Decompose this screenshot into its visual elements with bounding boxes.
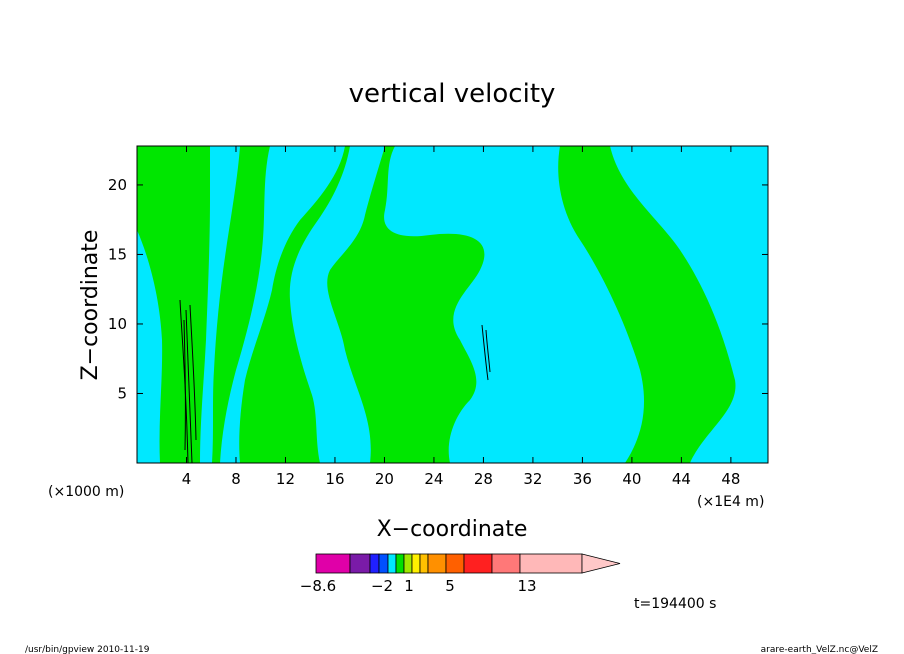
- y-tick-label: 15: [108, 245, 127, 263]
- colorbar-label: −8.6: [300, 577, 336, 595]
- contour-line: [185, 309, 193, 463]
- colorbar-swatch: [349, 553, 371, 574]
- y-tick-label: 5: [117, 384, 127, 402]
- cyan-region-left: [220, 146, 345, 463]
- contour-line: [179, 299, 189, 463]
- colorbar-swatch: [387, 553, 397, 574]
- colorbar-swatch: [519, 553, 583, 574]
- plot-frame: [136, 145, 769, 464]
- cyan-regions: [137, 146, 768, 463]
- y-axis-label: Z−coordinate: [78, 230, 103, 381]
- contour-lines: [179, 299, 491, 463]
- colorbar-label: 1: [404, 577, 414, 595]
- x-tick-label: 32: [523, 470, 542, 488]
- colorbar-label: 13: [517, 577, 536, 595]
- x-unit-note: (×1E4 m): [697, 494, 764, 510]
- x-tick-label: 20: [375, 470, 394, 488]
- colorbar-swatch: [369, 553, 380, 574]
- colorbar-swatch: [378, 553, 389, 574]
- x-axis-label: X−coordinate: [377, 517, 528, 542]
- x-tick-label: 4: [182, 470, 192, 488]
- cyan-region-center-left: [289, 146, 385, 463]
- contour-line: [183, 319, 186, 451]
- cyan-region-hill: [515, 305, 565, 404]
- contour-line: [189, 304, 197, 441]
- colorbar-swatch: [445, 553, 465, 574]
- x-tick-label: 8: [231, 470, 241, 488]
- colorbar-swatch: [491, 553, 521, 574]
- cyan-region-center: [384, 146, 645, 463]
- x-axis: 4 8 12 16 20 24 28 32 36 40 44 48: [182, 146, 740, 488]
- colorbar-arrow: [581, 553, 621, 574]
- x-tick-label: 40: [622, 470, 641, 488]
- colorbar-label: 5: [445, 577, 455, 595]
- contour-line: [485, 329, 491, 373]
- time-label: t=194400 s: [634, 596, 716, 612]
- colorbar-labels: −8.6 −2 1 5 13: [300, 577, 537, 595]
- colorbar-label: −2: [371, 577, 393, 595]
- y-unit-note: (×1000 m): [48, 484, 124, 500]
- colorbar-swatch: [395, 553, 405, 574]
- x-tick-label: 48: [721, 470, 740, 488]
- cyan-region-right: [610, 146, 768, 463]
- colorbar-swatch: [315, 553, 351, 574]
- chart-title: vertical velocity: [349, 79, 556, 109]
- y-axis: 5 10 15 20: [108, 176, 768, 402]
- x-tick-label: 12: [276, 470, 295, 488]
- colorbar-swatch: [403, 553, 413, 574]
- contour-line: [481, 324, 489, 381]
- cyan-region-far-left: [137, 230, 163, 463]
- footer-right: arare-earth_VelZ.nc@VelZ: [761, 645, 878, 654]
- x-tick-label: 16: [325, 470, 344, 488]
- x-tick-label: 36: [573, 470, 592, 488]
- colorbar-swatch: [463, 553, 493, 574]
- colorbar: [315, 553, 621, 574]
- colorbar-swatch: [419, 553, 429, 574]
- x-tick-label: 28: [474, 470, 493, 488]
- footer-left: /usr/bin/gpview 2010-11-19: [25, 645, 150, 654]
- x-tick-label: 24: [424, 470, 443, 488]
- plot-area: [137, 146, 768, 463]
- colorbar-swatch: [411, 553, 421, 574]
- colorbar-swatch: [427, 553, 447, 574]
- cyan-region-left-plume: [200, 146, 240, 463]
- y-tick-label: 10: [108, 315, 127, 333]
- y-tick-label: 20: [108, 176, 127, 194]
- x-tick-label: 44: [672, 470, 691, 488]
